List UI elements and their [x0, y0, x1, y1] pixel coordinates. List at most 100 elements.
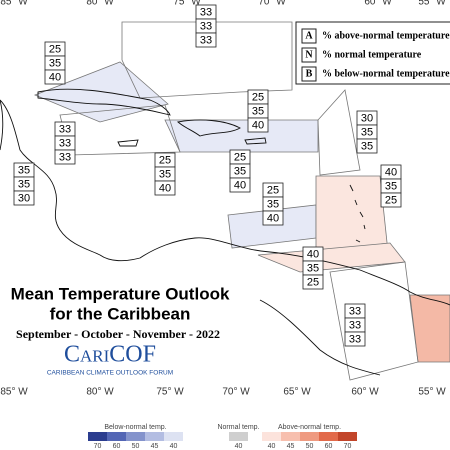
legend-key: B [306, 68, 313, 79]
logo-tagline: CARIBBEAN CLIMATE OUTLOOK FORUM [47, 370, 173, 377]
legend-key: N [305, 49, 313, 60]
forecast-value: 35 [49, 57, 61, 69]
forecast-value: 35 [18, 164, 30, 176]
forecast-cell [13, 190, 35, 206]
colorbar-label: Above-normal temp. [278, 424, 341, 431]
title-block: Mean Temperature Outlook for the Caribbe… [11, 284, 230, 376]
islands [349, 184, 366, 243]
puerto-rico [244, 137, 267, 145]
title-line: September - October - November - 2022 [16, 327, 220, 341]
forecast-box: 25 35 40 [262, 182, 284, 226]
forecast-box: 33 33 33 [54, 121, 76, 165]
yucatan [0, 99, 4, 151]
colorbar-tick: 40 [235, 443, 243, 450]
colorbar-tick: 50 [306, 443, 314, 450]
forecast-value: 35 [18, 178, 30, 190]
colorbar-swatch [126, 432, 145, 441]
colorbar-swatch [262, 432, 281, 441]
title-line: Mean Temperature Outlook [11, 284, 230, 303]
forecast-value: 40 [267, 212, 279, 224]
legend-text: % below-normal temperature [322, 68, 450, 79]
forecast-value: 33 [349, 305, 361, 317]
forecast-cell [302, 274, 324, 290]
forecast-box: 25 35 40 [44, 41, 66, 85]
forecast-value: 25 [159, 154, 171, 166]
logo-name: CariCOF [64, 342, 156, 368]
forecast-value: 33 [59, 151, 71, 163]
colorbar-swatch [164, 432, 183, 441]
forecast-value: 40 [252, 119, 264, 131]
lon-label-bottom: 80° W [86, 387, 114, 398]
colorbar-tick: 60 [113, 443, 121, 450]
forecast-cell [356, 138, 378, 154]
lon-label-bottom: 75° W [156, 387, 184, 398]
forecast-value: 35 [361, 140, 373, 152]
lon-label-top: 70° W [258, 0, 286, 8]
lon-label-top: 75° W [173, 0, 201, 8]
forecast-value: 33 [349, 319, 361, 331]
forecast-value: 25 [267, 184, 279, 196]
forecast-value: 33 [200, 6, 212, 18]
forecast-value: 25 [385, 194, 397, 206]
forecast-value: 33 [59, 137, 71, 149]
forecast-box: 25 35 40 [229, 149, 251, 193]
legend-key-box [301, 28, 317, 44]
forecast-value: 40 [49, 71, 61, 83]
forecast-box: 30 35 35 [356, 110, 378, 154]
colorbar-label: Normal temp. [217, 424, 259, 431]
land [0, 88, 450, 376]
forecast-value: 40 [234, 179, 246, 191]
forecast-cell [195, 32, 217, 48]
legend-key-box [301, 47, 317, 63]
colorbar-label: Below-normal temp. [104, 424, 166, 431]
forecast-value: 30 [18, 192, 30, 204]
hispaniola [176, 119, 241, 137]
colorbar-swatch [338, 432, 357, 441]
colorbar-tick: 70 [94, 443, 102, 450]
forecast-value: 30 [361, 112, 373, 124]
forecast-value: 25 [49, 43, 61, 55]
jamaica [117, 139, 139, 147]
forecast-value: 25 [307, 276, 319, 288]
colorbar-swatch [107, 432, 126, 441]
lon-label-bottom: 70° W [222, 387, 250, 398]
lon-label-bottom: 65° W [283, 387, 311, 398]
lon-label-bottom: 60° W [351, 387, 379, 398]
forecast-value: 35 [267, 198, 279, 210]
colorbar-tick: 70 [344, 443, 352, 450]
zone-sa [329, 261, 419, 381]
colorbar-tick: 40 [268, 443, 276, 450]
colorbar-swatch [229, 432, 248, 441]
forecast-value: 35 [252, 105, 264, 117]
lon-label-bottom: 55° W [418, 387, 446, 398]
legend-key: A [305, 30, 313, 41]
forecast-box: 25 35 40 [154, 152, 176, 196]
legend-key-box [301, 66, 317, 82]
colorbar-tick: 60 [325, 443, 333, 450]
forecast-box: 40 35 25 [302, 246, 324, 290]
lon-label-top: 55° W [418, 0, 446, 8]
forecast-cell [229, 177, 251, 193]
forecast-value: 35 [307, 262, 319, 274]
legend-text: % above-normal temperature [322, 30, 450, 41]
forecast-cell [54, 149, 76, 165]
forecast-value: 33 [349, 333, 361, 345]
lon-label-top: 85° W [0, 0, 28, 8]
forecast-value: 35 [361, 126, 373, 138]
legend: A % above-normal temperature N % normal tem… [295, 21, 450, 85]
colorbar-swatch [145, 432, 164, 441]
forecast-value: 25 [252, 91, 264, 103]
lon-label-top: 60° W [364, 0, 392, 8]
forecast-cell [344, 331, 366, 347]
colorbar-tick: 45 [287, 443, 295, 450]
forecast-value: 40 [307, 248, 319, 260]
colorbar-tick: 40 [170, 443, 178, 450]
forecast-cell [44, 69, 66, 85]
forecast-value: 33 [59, 123, 71, 135]
forecast-value: 40 [385, 166, 397, 178]
legend-text: % normal temperature [322, 49, 422, 60]
zone-hispaniola [164, 119, 319, 153]
forecast-cell [262, 210, 284, 226]
forecast-cell [380, 192, 402, 208]
